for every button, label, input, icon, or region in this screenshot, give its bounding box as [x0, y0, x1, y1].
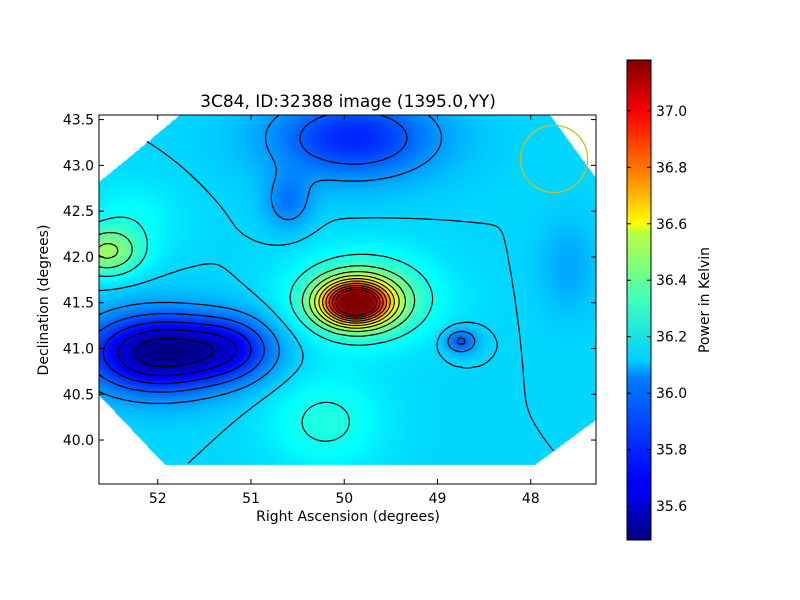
- contour-line: [99, 231, 416, 337]
- contour-line: [331, 286, 381, 318]
- colorbar-label: Power in Kelvin: [697, 247, 713, 353]
- x-tick-label: 50: [335, 491, 353, 507]
- beam-circle: [519, 124, 589, 194]
- colorbar-frame: [626, 59, 652, 541]
- x-axis-label: Right Ascension (degrees): [256, 509, 440, 525]
- contour-line: [117, 329, 237, 377]
- y-axis-label: Declination (degrees): [36, 225, 52, 376]
- y-tick-label: 43.5: [63, 113, 94, 129]
- contour-line: [321, 280, 391, 324]
- colorbar-tick-label: 37.0: [656, 104, 687, 120]
- contour-lines: [99, 115, 555, 464]
- y-tick-label: 42.0: [63, 250, 94, 266]
- x-tick-label: 52: [149, 491, 167, 507]
- y-tick-label: 41.0: [63, 341, 94, 357]
- x-tick-label: 48: [522, 491, 540, 507]
- contour-line: [99, 242, 406, 333]
- contour-line: [99, 141, 555, 464]
- contour-line: [99, 216, 434, 442]
- colorbar-tick-label: 35.8: [656, 443, 687, 459]
- colorbar-tick-label: 35.6: [656, 499, 687, 515]
- chart-title: 3C84, ID:32388 image (1395.0,YY): [200, 92, 496, 112]
- contour-line: [328, 284, 384, 320]
- colorbar: 35.6 35.8 36.0 36.2 36.4 36.6 36.8 37.0 Power i…: [626, 59, 713, 541]
- colorbar-tick-label: 36.6: [656, 217, 687, 233]
- y-tick-label: 41.5: [63, 296, 94, 312]
- plot-area: 52 51 50 49 48 40.040.541.041.542.042.543.04…: [63, 113, 597, 507]
- contour-line: [334, 289, 378, 316]
- y-tick-label: 40.5: [63, 387, 94, 403]
- contour-line: [135, 337, 215, 368]
- colorbar-tick-label: 36.0: [656, 386, 687, 402]
- colorbar-ticks: 35.6 35.8 36.0 36.2 36.4 36.6 36.8 37.0: [627, 104, 687, 515]
- contour-line: [99, 115, 476, 405]
- y-tick-label: 40.0: [63, 433, 94, 449]
- heatmap-raster: [99, 115, 596, 484]
- contour-line: [102, 321, 252, 385]
- contour-line: [318, 278, 395, 327]
- plot-frame: [98, 114, 597, 485]
- colorbar-tick-label: 36.4: [656, 273, 687, 289]
- x-axis-ticks: 52 51 50 49 48: [149, 115, 540, 507]
- y-tick-label: 42.5: [63, 204, 94, 220]
- heatmap-image: [99, 115, 596, 484]
- colorbar-tick-label: 36.8: [656, 160, 687, 176]
- y-tick-label: 43.0: [63, 158, 94, 174]
- contour-line: [325, 282, 388, 322]
- colorbar-fill: [627, 60, 651, 540]
- contour-line: [314, 274, 400, 329]
- x-tick-label: 51: [242, 491, 260, 507]
- colorbar-tick-label: 36.2: [656, 330, 687, 346]
- y-axis-ticks: 40.0 40.5 41.0 41.5 42.0 42.5 43.0 43.5: [63, 113, 596, 449]
- contour-line: [99, 115, 466, 393]
- x-tick-label: 49: [429, 491, 447, 507]
